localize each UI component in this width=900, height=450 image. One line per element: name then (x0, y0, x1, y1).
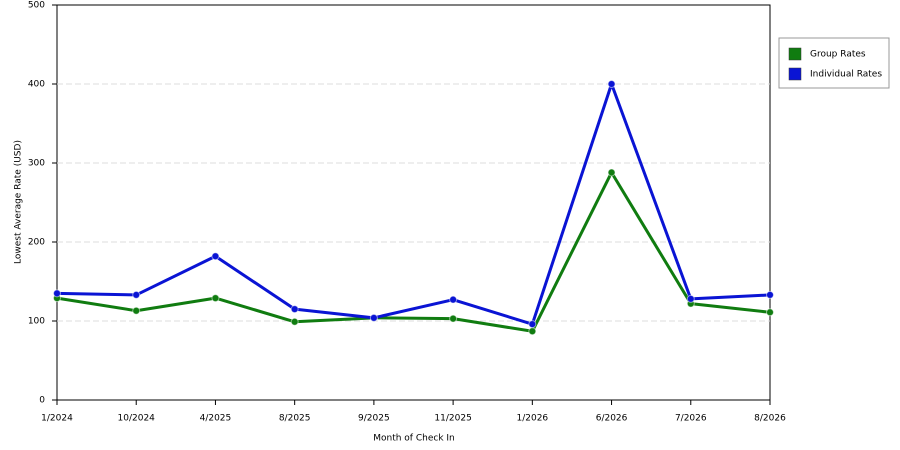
y-tick-label: 500 (28, 1, 45, 11)
data-point (528, 327, 537, 336)
data-point (290, 317, 299, 326)
x-tick-label: 9/2025 (358, 414, 390, 424)
plot-frame (56, 4, 771, 401)
x-tick-label: 1/2026 (516, 414, 548, 424)
legend-label: Group Rates (810, 50, 866, 60)
data-point (132, 306, 141, 315)
x-tick-label: 11/2025 (434, 414, 471, 424)
data-point (607, 168, 616, 177)
data-point (766, 308, 774, 317)
data-point (607, 80, 616, 88)
data-point (528, 320, 537, 329)
x-tick-label: 6/2026 (596, 414, 628, 424)
data-point (449, 295, 458, 304)
data-point (132, 290, 141, 299)
x-tick-label: 1/2024 (41, 414, 73, 424)
legend-swatch (788, 67, 802, 81)
data-point (290, 305, 299, 314)
x-tick-label: 10/2024 (118, 414, 156, 424)
y-tick-label: 100 (28, 317, 45, 327)
y-tick-label: 300 (28, 159, 45, 169)
y-tick-label: 400 (28, 80, 45, 90)
series-line (56, 82, 771, 326)
y-tick-label: 0 (39, 396, 45, 406)
data-point (686, 294, 695, 303)
data-point (211, 294, 220, 303)
legend-label: Individual Rates (810, 70, 882, 80)
y-tick-label: 200 (28, 238, 45, 248)
x-tick-label: 4/2025 (200, 414, 232, 424)
data-point (766, 290, 774, 299)
x-axis-title: Month of Check In (373, 434, 455, 444)
legend-box (778, 37, 890, 89)
y-axis-title: Lowest Average Rate (USD) (14, 140, 24, 264)
legend-swatch (788, 47, 802, 61)
series-line (56, 170, 771, 333)
data-point (369, 313, 378, 322)
x-tick-label: 7/2026 (675, 414, 707, 424)
x-tick-label: 8/2026 (754, 414, 786, 424)
data-point (211, 252, 220, 261)
data-point (449, 314, 458, 323)
x-tick-label: 8/2025 (279, 414, 311, 424)
data-point (53, 289, 61, 298)
